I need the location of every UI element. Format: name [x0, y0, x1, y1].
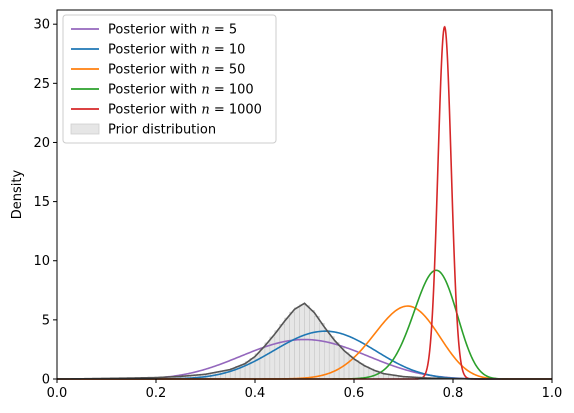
- prior-histogram: [106, 304, 444, 380]
- y-tick-label: 0: [42, 373, 50, 388]
- prior-bar: [259, 348, 266, 380]
- prior-bar: [279, 323, 285, 380]
- x-tick-label: 0.2: [146, 386, 167, 401]
- prior-bar: [220, 370, 226, 380]
- prior-bar: [309, 310, 315, 380]
- x-tick-label: 0.4: [245, 386, 266, 401]
- legend-box: [62, 14, 277, 144]
- prior-bar: [264, 342, 271, 380]
- x-tick-label: 0.0: [47, 386, 68, 401]
- y-tick-label: 30: [33, 18, 50, 33]
- legend-label: Posterior with n = 10: [108, 43, 245, 58]
- legend-label: Prior distribution: [108, 123, 216, 138]
- y-tick-label: 25: [33, 77, 50, 92]
- legend-swatch: [70, 123, 100, 135]
- legend-label: Posterior with n = 1000: [108, 103, 262, 118]
- y-tick-label: 20: [33, 136, 50, 151]
- axes: 0.0 0.2 0.4 0.6 0.8 1.0 0 5 10 15 20 25 30 Density: [10, 9, 563, 401]
- y-tick-label: 5: [42, 313, 50, 328]
- legend: Posterior with n = 5 Posterior with n = 1…: [62, 14, 277, 144]
- prior-bar: [299, 304, 305, 380]
- prior-bar: [284, 317, 290, 380]
- x-tick-label: 0.8: [443, 386, 464, 401]
- prior-bar: [254, 353, 261, 380]
- legend-label: Posterior with n = 5: [108, 23, 237, 38]
- prior-bar: [289, 311, 295, 380]
- prior-bar: [338, 347, 345, 380]
- prior-bar: [274, 330, 281, 380]
- prior-bar: [314, 316, 320, 380]
- prior-bar: [294, 307, 300, 380]
- legend-label: Posterior with n = 50: [108, 63, 245, 78]
- y-axis-label: Density: [10, 169, 25, 219]
- prior-bar: [323, 329, 330, 380]
- prior-bar: [358, 363, 365, 380]
- y-tick-label: 10: [33, 254, 50, 269]
- x-tick-label: 0.6: [344, 386, 365, 401]
- prior-bar: [304, 305, 310, 380]
- x-tick-label: 1.0: [542, 386, 563, 401]
- prior-bar: [333, 342, 340, 380]
- plot-frame: [56, 9, 553, 380]
- prior-bar: [353, 360, 360, 380]
- legend-label: Posterior with n = 100: [108, 83, 254, 98]
- y-tick-label: 15: [33, 195, 50, 210]
